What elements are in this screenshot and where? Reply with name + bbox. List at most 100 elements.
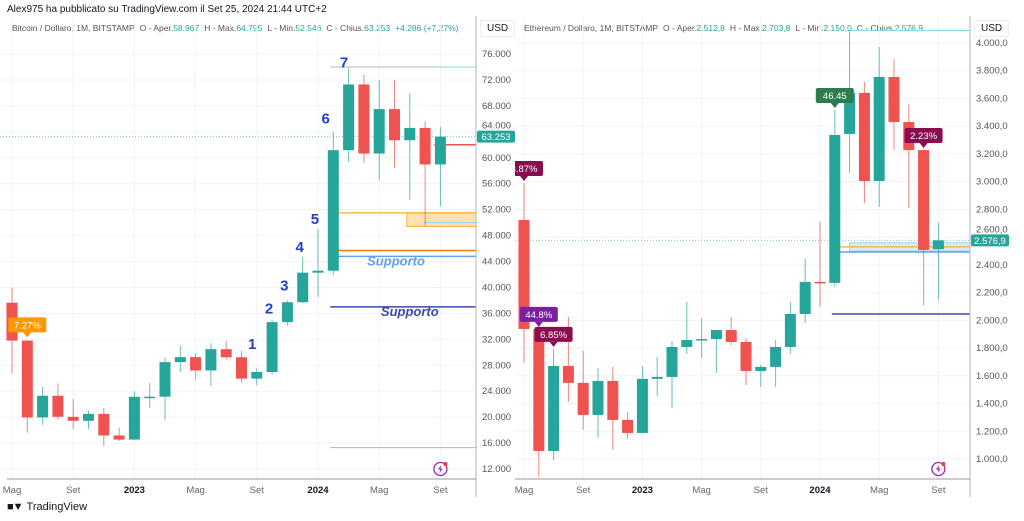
y-tick-label: 2.600,0 [976,224,1008,235]
candle-body [297,272,309,303]
y-tick-label: 3.600,0 [976,93,1008,104]
notification-dot [443,462,448,466]
y-tick-label: 20.000 [482,412,511,423]
candle-body [592,380,604,415]
open-label: O - Aper. [663,23,697,33]
y-tick-label: 4.000,0 [976,38,1008,49]
x-tick-label: 2024 [809,485,831,496]
candle-body [740,341,752,371]
open-value: 2.512,8 [696,23,725,33]
pct-label-box [515,161,543,177]
candle-body [607,380,619,420]
close-label: C - Chius. [326,23,365,33]
eth-currency-button[interactable]: USD [974,20,1010,37]
y-tick-label: 56.000 [482,179,511,190]
candle-body [174,357,186,363]
high-value: 64.795 [236,23,263,33]
candle-body [651,376,663,379]
y-tick-label: 1.400,0 [976,399,1008,410]
candle-body [666,346,678,377]
candle-body [251,371,263,379]
candle-body [67,416,79,421]
last-price-tag-text: 2.576,9 [974,236,1006,247]
y-tick-label: 12.000 [482,464,511,475]
notification-dot [941,462,946,466]
candle-body [21,340,33,418]
pct-label-text: 44.8% [525,310,552,321]
candle-body [358,84,370,154]
y-tick-label: 1.800,0 [976,343,1008,354]
candle-body [190,357,202,371]
candle-body [622,419,634,433]
pct-label-text: 46.45 [823,91,847,102]
pct-label-pointer [23,332,32,338]
pct-label-text: 6.85% [540,330,567,341]
lightning-icon[interactable] [433,461,448,477]
candle-body [548,365,560,451]
y-tick-label: 1.000,0 [976,454,1008,465]
y-tick-label: 28.000 [482,360,511,371]
candle-body [159,362,171,397]
pct-label-text: 7.27% [14,320,41,331]
candle-body [144,396,156,399]
change-value: +4.286 (+7,27%) [395,23,459,33]
candle-body [518,219,530,329]
last-price-tag [477,130,515,143]
candle-body [312,270,324,273]
close-value: 2.576,9... [894,23,931,33]
high-label: H - Max. [204,23,237,33]
y-tick-label: 76.000 [482,49,511,60]
y-tick-label: 16.000 [482,438,511,449]
candle-body [681,340,693,347]
y-tick-label: 52.000 [482,205,511,216]
x-tick-label: Mag [370,485,388,496]
y-tick-label: 3.800,0 [976,66,1008,77]
x-tick-label: 2023 [124,485,145,496]
candle-body [814,281,826,284]
low-label: L - Min. [795,23,824,33]
x-tick-label: Set [433,485,448,496]
candle-body [281,302,293,323]
wave-count-label: 7 [340,55,348,72]
y-tick-label: 2.000,0 [976,315,1008,326]
y-tick-label: 3.000,0 [976,177,1008,188]
candle-body [562,365,574,383]
btc-currency-button[interactable]: USD [480,20,516,37]
candle-body [710,330,722,340]
tradingview-logo-mark: ■▼ [7,501,24,513]
x-tick-label: 2023 [632,485,653,496]
candle-body [220,349,232,358]
pct-label-box [815,87,854,103]
pct-label-text: 2.23% [910,131,937,142]
close-value: 63.253 [364,23,391,33]
candle-body [98,413,110,436]
candle-body [434,136,446,165]
price-zone [406,212,476,227]
y-tick-label: 36.000 [482,308,511,319]
candle-body [236,357,247,379]
y-tick-label: 44.000 [482,257,511,268]
y-tick-label: 2.400,0 [976,260,1008,271]
wave-count-label: 5 [311,211,319,228]
lightning-icon[interactable] [931,461,946,477]
y-tick-label: 32.000 [482,334,511,345]
low-value: 52.546 [295,23,322,33]
x-tick-label: Mag [515,485,533,496]
x-tick-label: Set [931,485,946,496]
candle-body [873,76,885,181]
y-tick-label: 72.000 [482,75,511,86]
candle-body [389,109,400,141]
candle-body [37,395,49,418]
wave-count-label: 2 [265,300,273,317]
candle-body [844,92,856,134]
candle-body [918,150,930,250]
candle-body [755,366,767,371]
lightning-bolt [437,465,443,473]
candle-body [636,378,648,433]
last-price-tag [971,234,1009,247]
pct-label-box [8,317,47,333]
wave-count-label: 3 [280,278,288,295]
tradingview-logo[interactable]: ■▼ TradingView [7,501,87,513]
candle-body [419,127,431,165]
